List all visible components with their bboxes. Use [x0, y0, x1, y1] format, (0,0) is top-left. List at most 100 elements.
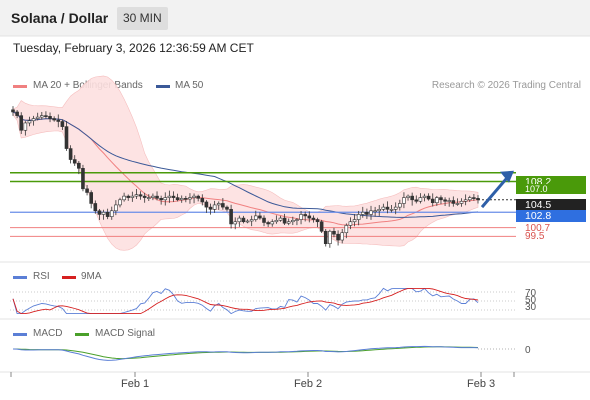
research-credit: Research © 2026 Trading Central — [431, 80, 581, 91]
candle-body — [221, 203, 225, 208]
candle-body — [253, 215, 258, 220]
candle-body — [286, 221, 291, 224]
header-bar: Solana / Dollar 30 MIN — [0, 0, 590, 36]
candle-body — [418, 197, 423, 202]
candle-body — [459, 200, 464, 204]
candle-body — [249, 219, 254, 222]
candle-body — [31, 118, 36, 122]
candle-body — [77, 162, 81, 169]
candle-body — [167, 195, 172, 198]
candle-body — [89, 192, 93, 204]
ma50-legend-swatch — [156, 85, 170, 88]
candle-body — [56, 119, 61, 122]
instrument-title: Solana / Dollar — [11, 10, 109, 26]
candle-body — [299, 214, 303, 220]
candle-body — [109, 210, 114, 217]
candle-body — [336, 233, 340, 241]
candle-body — [118, 199, 122, 206]
candle-body — [393, 206, 398, 210]
candle-body — [23, 122, 28, 131]
candle-body — [208, 206, 213, 210]
bollinger-band — [12, 75, 479, 251]
candle-body — [447, 200, 451, 202]
x-tick-feb1: Feb 1 — [121, 378, 150, 390]
rsi-level-50: 50 — [525, 295, 537, 306]
candle-body — [11, 109, 15, 113]
candle-body — [52, 118, 56, 121]
candle-body — [44, 115, 48, 117]
candle-body — [204, 201, 209, 208]
candle-body — [315, 219, 320, 223]
candle-body — [303, 214, 307, 217]
candle-body — [274, 219, 279, 223]
candle-body — [365, 211, 369, 215]
candle-body — [332, 230, 336, 235]
candle-body — [414, 199, 419, 202]
candle-body — [356, 214, 361, 220]
candle-body — [72, 159, 77, 164]
rsi-level-30: 30 — [525, 302, 537, 313]
candle-body — [126, 195, 131, 198]
timestamp: Tuesday, February 3, 2026 12:36:59 AM CE… — [13, 41, 254, 55]
candle-body — [385, 206, 390, 210]
candle-body — [85, 188, 89, 193]
ma50-line — [12, 111, 479, 218]
candle-body — [130, 195, 135, 198]
support-3-label: 99.5 — [525, 231, 545, 242]
candle-body — [373, 210, 377, 213]
macd-signal-legend-swatch — [75, 333, 89, 336]
candle-body — [381, 206, 386, 210]
rsi-ma-line — [12, 287, 479, 315]
candle-body — [27, 120, 32, 124]
candle-body — [282, 217, 287, 224]
candle-body — [369, 210, 373, 215]
resistance-1-tag: 107.0 — [516, 184, 586, 194]
candle-body — [64, 126, 69, 149]
rsi-legend-label: RSI — [33, 271, 50, 282]
candle-body — [151, 195, 155, 198]
rsi-ma-legend-swatch — [62, 276, 76, 279]
candle-body — [48, 116, 52, 119]
candle-body — [40, 115, 44, 118]
candle-body — [323, 230, 328, 245]
support-2-label: 100.7 — [525, 223, 551, 234]
candle-body — [360, 211, 365, 215]
candle-body — [15, 111, 19, 116]
candle-body — [146, 197, 151, 199]
ma50-legend-label: MA 50 — [175, 80, 204, 91]
candle-body — [216, 203, 221, 206]
candle-body — [278, 217, 283, 221]
candle-body — [410, 195, 414, 201]
candle-body — [319, 221, 324, 232]
candle-body — [422, 195, 427, 198]
candle-body — [159, 198, 163, 201]
candle-body — [179, 198, 184, 201]
candle-body — [114, 204, 118, 212]
candle-body — [101, 211, 106, 215]
macd-legend-swatch — [13, 333, 27, 336]
candle-body — [68, 148, 73, 160]
candle-body — [377, 209, 382, 212]
candle-body — [233, 221, 238, 225]
interval-button[interactable]: 30 MIN — [117, 7, 168, 30]
candle-body — [60, 121, 65, 127]
candle-body — [35, 116, 40, 119]
candle-body — [352, 219, 357, 223]
candle-body — [472, 197, 476, 199]
candle-body — [266, 222, 270, 225]
candle-body — [171, 195, 176, 198]
candle-body — [430, 198, 435, 204]
candle-body — [241, 217, 246, 223]
candle-body — [402, 197, 406, 204]
candle-body — [307, 215, 312, 219]
candle-body — [270, 221, 275, 225]
candle-body — [291, 219, 295, 223]
candle-body — [138, 194, 143, 197]
ma20-legend-swatch — [13, 85, 27, 88]
candle-body — [467, 197, 472, 201]
candle-body — [184, 198, 188, 200]
candle-body — [389, 209, 394, 211]
candle-body — [155, 195, 159, 199]
candle-body — [122, 195, 126, 201]
